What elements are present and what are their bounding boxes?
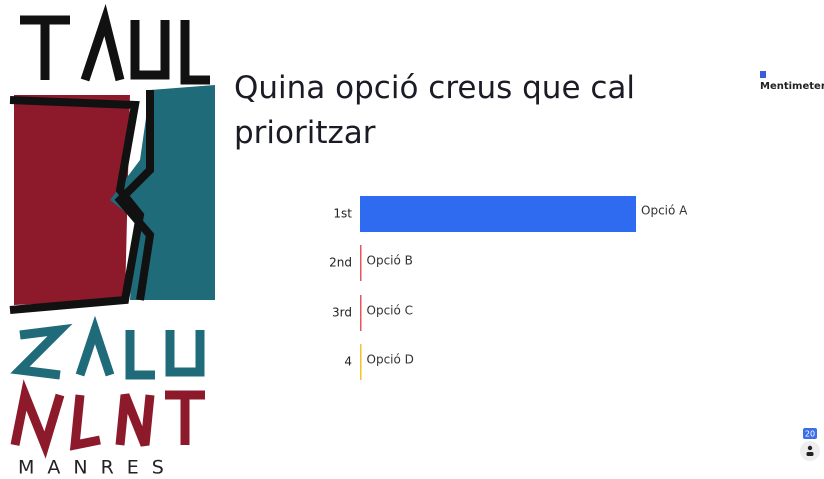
option-label: Opció C <box>367 304 414 318</box>
participant-count: 20 <box>805 430 815 439</box>
participants: 20 <box>800 428 820 461</box>
option-label: Opció A <box>641 204 688 218</box>
option-label: Opció B <box>367 254 413 268</box>
bar <box>360 344 362 380</box>
rank-label: 1st <box>333 207 352 221</box>
page: Quina opció creus que cal prioritzar Men… <box>0 0 824 479</box>
logo: MANRES <box>10 20 215 479</box>
bar <box>360 245 362 281</box>
rank-label: 3rd <box>332 306 352 320</box>
option-label: Opció D <box>367 353 414 367</box>
logo-caption: MANRES <box>18 457 177 479</box>
rank-label: 4 <box>344 355 352 369</box>
rank-label: 2nd <box>329 256 352 270</box>
canvas: MANRES 20 1st Opció A 2nd Opció B 3rd Opció C… <box>0 0 824 479</box>
bar <box>360 295 362 331</box>
bar <box>360 196 636 232</box>
